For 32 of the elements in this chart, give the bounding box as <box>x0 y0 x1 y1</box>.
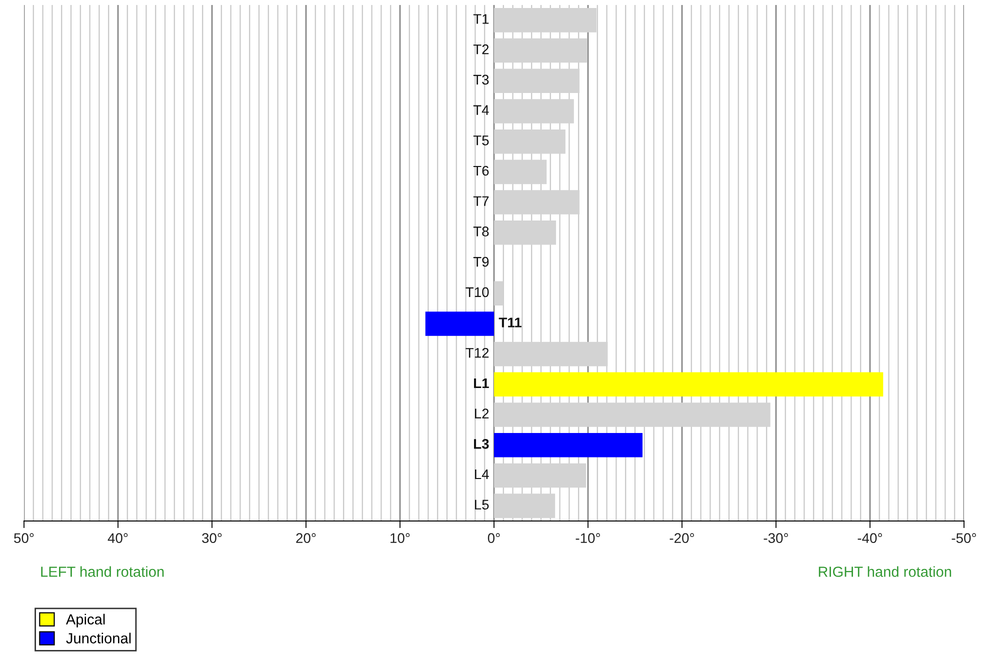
y-tick-label: L2 <box>474 408 489 418</box>
y-tick-label: T1 <box>473 14 489 24</box>
x-tick-label: -50° <box>952 533 976 544</box>
y-tick-label: T2 <box>473 44 489 54</box>
text: LEFT hand rotation <box>41 566 164 577</box>
legend-label: Apical <box>66 614 105 628</box>
y-tick-label: T8 <box>473 226 489 236</box>
legend-label: Junctional <box>66 632 131 644</box>
y-tick-label: T7 <box>473 196 489 206</box>
y-tick-label: T11 <box>498 318 522 328</box>
x-tick-label: -30° <box>764 533 788 544</box>
y-tick-label: L1 <box>474 378 489 388</box>
x-tick-label: 30° <box>202 533 222 544</box>
y-tick-label: T9 <box>473 256 489 267</box>
y-tick-label: T3 <box>473 74 489 85</box>
x-tick-label: -40° <box>858 533 882 544</box>
y-tick-label: L3 <box>474 439 489 449</box>
x-tick-label: 40° <box>108 533 128 544</box>
x-tick-label: -10° <box>576 533 600 544</box>
y-tick-label: T6 <box>473 166 489 176</box>
y-tick-label: T10 <box>466 287 489 298</box>
x-tick-label: 50° <box>14 533 34 544</box>
x-tick-label: 10° <box>390 533 410 544</box>
x-tick-label: -20° <box>670 533 694 544</box>
x-tick-label: 20° <box>296 533 316 544</box>
y-tick-label: T4 <box>473 105 489 115</box>
y-tick-label: T12 <box>466 348 489 358</box>
y-tick-label: L5 <box>474 500 489 510</box>
text: RIGHT hand rotation <box>818 566 952 577</box>
x-tick-label: 0° <box>488 533 500 544</box>
y-tick-label: L4 <box>474 470 489 480</box>
y-tick-label: T5 <box>473 136 489 146</box>
